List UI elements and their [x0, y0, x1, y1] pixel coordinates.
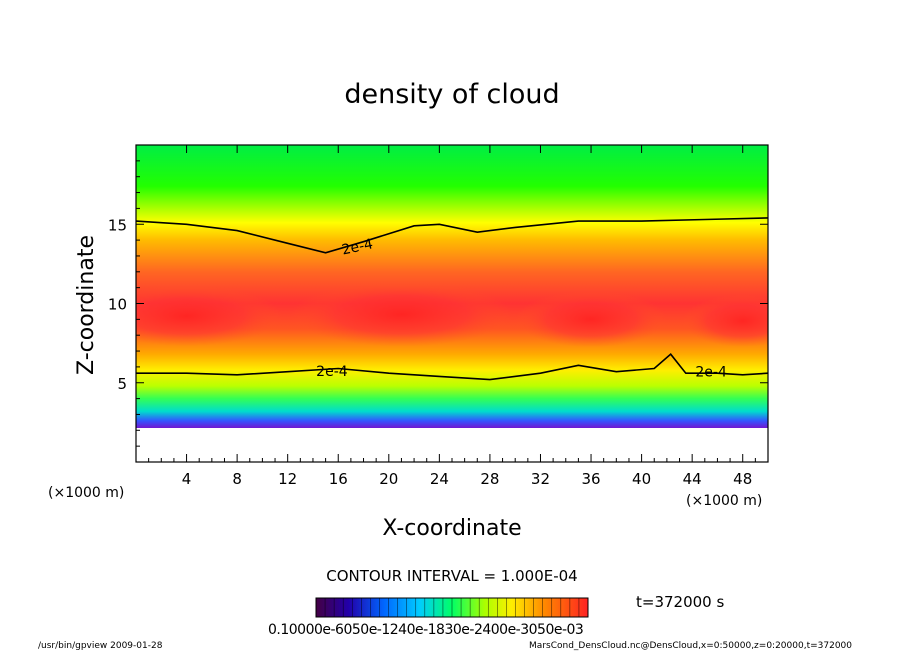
contour-label-2: 2e-4 — [695, 365, 727, 381]
x-tick-label-1: 8 — [232, 470, 242, 488]
contour-label-0: 2e-4 — [340, 236, 374, 258]
y-tick-label-0: 5 — [117, 375, 127, 393]
cloud-core-2 — [516, 291, 667, 348]
contour-line-lower — [136, 353, 768, 381]
x-tick-label-11: 48 — [733, 470, 752, 488]
y-tick-label-2: 15 — [108, 216, 127, 234]
x-tick-label-0: 4 — [182, 470, 192, 488]
y-tick-label-1: 10 — [108, 296, 127, 314]
cloud-core-3 — [682, 294, 768, 347]
x-tick-label-2: 12 — [278, 470, 297, 488]
colorbar-tick-lines — [324, 598, 580, 617]
field-white-below — [136, 428, 768, 462]
x-axis-unit-right: (×1000 m) — [686, 493, 762, 509]
x-tick-label-6: 28 — [480, 470, 499, 488]
y-axis: 5 10 15 — [108, 160, 768, 447]
contour-interval-label: CONTOUR INTERVAL = 1.000E-04 — [326, 567, 578, 585]
contour-label-1: 2e-4 — [316, 364, 348, 380]
footer-right: MarsCond_DensCloud.nc@DensCloud,x=0:5000… — [529, 641, 852, 651]
contour-line-upper — [136, 217, 768, 254]
cloud-core-0 — [136, 286, 282, 347]
y-axis-label: Z-coordinate — [74, 235, 99, 375]
x-tick-label-5: 24 — [430, 470, 449, 488]
chart-title: density of cloud — [344, 79, 559, 110]
colorbar-tick-labels: 0.10000e-6050e-1240e-1830e-2400e-3050e-0… — [268, 622, 584, 638]
cloud-cores — [136, 282, 768, 348]
cloud-core-1 — [291, 282, 512, 347]
footer-left: /usr/bin/gpview 2009-01-28 — [38, 641, 163, 651]
x-axis-label: X-coordinate — [382, 516, 521, 541]
x-tick-label-10: 44 — [683, 470, 702, 488]
x-tick-label-9: 40 — [632, 470, 651, 488]
x-tick-label-7: 32 — [531, 470, 550, 488]
time-label: t=372000 s — [636, 593, 725, 611]
x-axis-unit-left: (×1000 m) — [48, 485, 124, 501]
x-tick-label-4: 20 — [379, 470, 398, 488]
x-tick-label-8: 36 — [581, 470, 600, 488]
x-tick-label-3: 16 — [329, 470, 348, 488]
contour-labels: 2e-4 2e-4 2e-4 — [316, 236, 727, 381]
x-axis: 4 8 12 16 20 24 28 32 36 40 44 48 — [148, 145, 756, 488]
